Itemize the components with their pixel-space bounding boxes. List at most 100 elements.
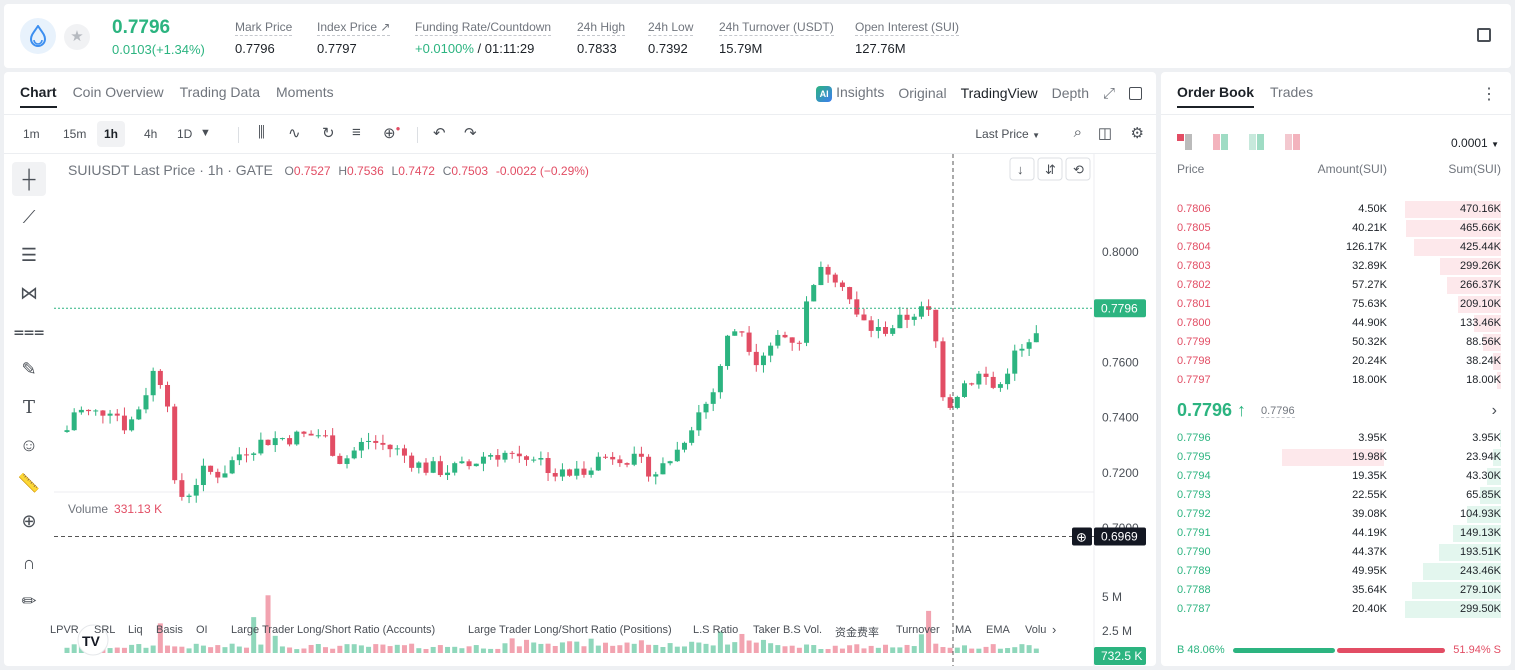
settings-gear-icon[interactable]: ⚙ [1130,125,1144,142]
indicator-taker-vol[interactable]: Taker B.S Vol. [753,624,823,636]
candle-body [775,334,781,346]
bid-row[interactable]: 0.7792 39.08K 104.93K [1161,505,1511,524]
price-chart[interactable]: 0.80000.78000.76000.74000.72000.70000.77… [54,154,1152,666]
tab-trades[interactable]: Trades [1270,84,1314,100]
bid-row[interactable]: 0.7788 35.64K 279.10K [1161,581,1511,600]
candle-body [710,392,716,404]
bid-row[interactable]: 0.7793 22.55K 65.85K [1161,486,1511,505]
channel-tool-icon[interactable]: ☰ [20,244,38,265]
bid-row[interactable]: 0.7789 49.95K 243.46K [1161,562,1511,581]
bid-row[interactable]: 0.7791 44.19K 149.13K [1161,524,1511,543]
indicator-volume[interactable]: Volu [1025,624,1047,636]
emoji-tool-icon[interactable]: ☺ [19,434,39,455]
ask-row[interactable]: 0.7804 126.17K 425.44K [1161,238,1511,257]
zoom-tool-icon[interactable]: ⊕ [21,510,37,531]
candle-type-icon[interactable]: ⫼ [258,124,265,141]
view-original[interactable]: Original [898,85,947,101]
undo-icon[interactable]: ↶ [433,125,446,142]
ask-row[interactable]: 0.7805 40.21K 465.66K [1161,219,1511,238]
ask-row[interactable]: 0.7798 20.24K 38.24K [1161,352,1511,371]
bid-row[interactable]: 0.7795 19.98K 23.94K [1161,448,1511,467]
row-price: 0.7797 [1177,374,1211,386]
bid-row[interactable]: 0.7794 19.35K 43.30K [1161,467,1511,486]
price-change: 0.0103(+1.34%) [112,42,205,57]
tick-size-select[interactable]: 0.0001 ▼ [1451,136,1499,150]
brush-tool-icon[interactable]: ✎ [21,358,37,379]
ruler-tool-icon[interactable]: 📏 [17,472,41,493]
view-depth[interactable]: Depth [1051,85,1089,101]
timeframe-1d[interactable]: 1D [177,127,193,141]
price-source-select[interactable]: Last Price ▼ [975,127,1040,141]
timeframe-4h[interactable]: 4h [144,127,158,141]
more-options-icon[interactable]: ⋮ [1481,86,1497,103]
template-icon[interactable]: ≡ [352,124,361,141]
candle-body [143,395,149,410]
bids-only-icon[interactable] [1249,134,1265,150]
indicator-ema[interactable]: EMA [986,624,1010,636]
ask-row[interactable]: 0.7806 4.50K 470.16K [1161,200,1511,219]
indicator-ls-ratio[interactable]: L.S Ratio [693,624,739,636]
indicator-oi[interactable]: OI [196,624,208,636]
both-sides-icon[interactable] [1177,134,1193,150]
indicators-icon[interactable]: ∿ [288,125,301,142]
chevron-right-icon[interactable]: › [1491,402,1497,419]
indicator-ma[interactable]: MA [955,624,972,636]
depth-bar [1440,258,1501,275]
chevron-down-icon[interactable]: ▼ [200,127,211,139]
add-alert-icon[interactable]: ⊕● [383,124,401,142]
volume-bar [674,646,680,653]
pencil-lock-icon[interactable]: ✏ [21,590,37,611]
trendline-tool-icon[interactable]: ⟋ [22,206,36,227]
ask-row[interactable]: 0.7799 50.32K 88.56K [1161,333,1511,352]
insights-button[interactable]: AI Insights [816,84,884,102]
chevron-right-icon[interactable]: › [1052,622,1057,637]
redo-icon[interactable]: ↷ [464,125,477,142]
ask-row[interactable]: 0.7800 44.90K 133.46K [1161,314,1511,333]
search-icon[interactable]: ⌕ [1073,124,1082,141]
tradingview-logo-bg [77,624,109,656]
tab-order-book[interactable]: Order Book [1177,84,1255,108]
fib-tool-icon[interactable]: ⩶ [13,320,45,341]
indicator-lt-ratio-positions[interactable]: Large Trader Long/Short Ratio (Positions… [468,624,672,636]
text-tool-icon[interactable]: T [22,396,35,418]
mode-icon-2[interactable] [1213,134,1229,150]
refresh-icon[interactable]: ↻ [322,125,335,142]
view-tradingview[interactable]: TradingView [960,85,1038,101]
volume-bar [890,647,896,653]
sell-ratio-bar [1337,648,1445,653]
timeframe-1m[interactable]: 1m [23,127,40,141]
window-icon[interactable] [1129,86,1142,100]
stat-index-price[interactable]: Index Price ↗ 0.7797 [317,20,391,56]
notebook-icon[interactable] [1477,28,1491,42]
indicator-lpvr[interactable]: LPVR [50,624,79,636]
indicator-lt-ratio-accounts[interactable]: Large Trader Long/Short Ratio (Accounts) [231,624,436,636]
ask-row[interactable]: 0.7803 32.89K 299.26K [1161,257,1511,276]
tab-coin-overview[interactable]: Coin Overview [72,84,164,100]
indicator-turnover[interactable]: Turnover [896,624,940,636]
bid-row[interactable]: 0.7796 3.95K 3.95K [1161,429,1511,448]
candle-body [121,415,127,431]
indicator-basis[interactable]: Basis [156,624,183,636]
row-sum: 209.10K [1460,298,1501,310]
expand-icon[interactable]: ⤢ [1102,84,1115,102]
camera-icon[interactable]: ◫ [1097,125,1112,142]
pattern-tool-icon[interactable]: ⋈ [20,282,38,303]
indicator-srl[interactable]: SRL [94,624,116,636]
ask-row[interactable]: 0.7801 75.63K 209.10K [1161,295,1511,314]
timeframe-15m[interactable]: 15m [63,127,87,141]
favorite-star-icon[interactable]: ★ [64,24,90,50]
bid-row[interactable]: 0.7787 20.40K 299.50K [1161,600,1511,619]
indicator-funding-rate[interactable]: 资金费率 [835,627,879,639]
ask-row[interactable]: 0.7802 57.27K 266.37K [1161,276,1511,295]
ask-row[interactable]: 0.7797 18.00K 18.00K [1161,371,1511,390]
tab-moments[interactable]: Moments [276,84,334,100]
tab-chart[interactable]: Chart [20,84,57,108]
asks-only-icon[interactable] [1285,134,1301,150]
indicator-liq[interactable]: Liq [128,624,143,636]
candle-body [172,406,178,481]
tab-trading-data[interactable]: Trading Data [179,84,261,100]
bid-row[interactable]: 0.7790 44.37K 193.51K [1161,543,1511,562]
crosshair-tool-icon[interactable]: ┼ [12,162,46,196]
timeframe-1h[interactable]: 1h [97,121,126,147]
magnet-tool-icon[interactable]: ∩ [22,552,36,573]
